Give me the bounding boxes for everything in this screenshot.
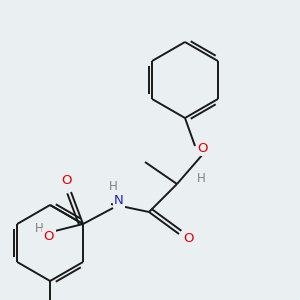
Text: H: H xyxy=(196,172,206,185)
Text: O: O xyxy=(44,230,54,242)
Text: O: O xyxy=(62,173,72,187)
Text: O: O xyxy=(184,232,194,244)
Text: O: O xyxy=(198,142,208,154)
Text: N: N xyxy=(114,194,124,206)
Text: H: H xyxy=(109,181,117,194)
Text: H: H xyxy=(34,221,43,235)
